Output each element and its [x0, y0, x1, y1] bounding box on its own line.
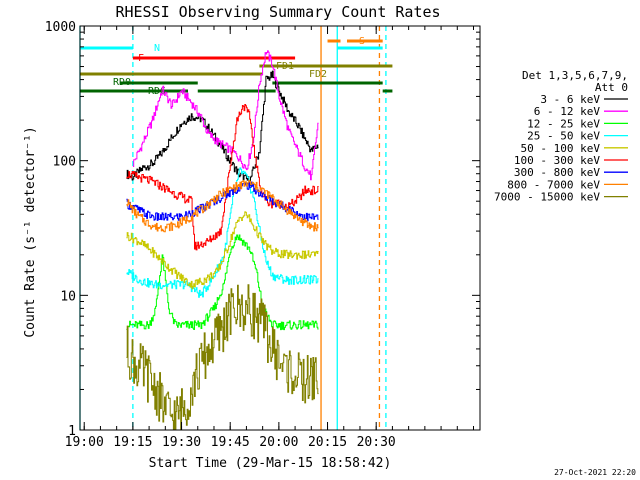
legend-entry-8: 800 - 7000 keV [507, 178, 600, 191]
x-tick-label-7: 20:30 [357, 435, 396, 450]
x-tick-label-5: 20:00 [259, 435, 298, 450]
flag-fd2-label: FD2 [309, 69, 327, 80]
axes: 19:00 19:15 19:30 19:45 20:00 20:15 20:30 1 10 10… [45, 20, 480, 450]
series-line-9 [126, 284, 319, 431]
y-tick-label-2: 10 [60, 289, 76, 304]
legend-header-line2: Att 0 [595, 81, 628, 94]
series-line-5 [126, 211, 319, 290]
legend-header-line1: Det 1,3,5,6,7,9, [522, 69, 628, 82]
y-tick-label-1: 1 [68, 424, 76, 439]
series-line-2 [132, 50, 319, 181]
y-tick-label-4: 1000 [45, 20, 76, 35]
x-tick-label-1: 19:00 [65, 435, 104, 450]
flag-rd0-label: RD0 [113, 77, 131, 88]
legend-entry-4: 25 - 50 keV [527, 130, 600, 143]
series-line-7 [126, 181, 319, 222]
x-tick-label-3: 19:30 [162, 435, 201, 450]
x-axis-label: Start Time (29-Mar-15 18:58:42) [149, 456, 392, 471]
x-tick-label-4: 19:45 [211, 435, 250, 450]
series-line-4 [126, 167, 319, 298]
plot-area: NSFFD1FD2RD0RD6 [79, 26, 393, 431]
legend-entry-7: 300 - 800 keV [514, 166, 600, 179]
series-line-3 [126, 234, 319, 331]
flag-n-label: N [154, 43, 160, 54]
x-tick-label-6: 20:15 [308, 435, 347, 450]
legend-entry-6: 100 - 300 keV [514, 154, 600, 167]
series-line-8 [126, 179, 319, 233]
legend-entry-3: 12 - 25 keV [527, 117, 600, 130]
flag-f-label: F [138, 53, 144, 64]
x-tick-label-2: 19:15 [113, 435, 152, 450]
flag-s-label: S [359, 36, 365, 47]
legend-entry-1: 3 - 6 keV [540, 93, 600, 106]
y-tick-label-3: 100 [53, 155, 76, 170]
flag-rd6-label: RD6 [148, 86, 166, 97]
legend-entry-2: 6 - 12 keV [534, 105, 601, 118]
y-axis-label: Count Rate (s⁻¹ detector⁻¹) [23, 126, 38, 337]
date-stamp: 27-Oct-2021 22:20 [554, 468, 636, 477]
plot-frame [79, 25, 481, 431]
legend-entry-5: 50 - 100 keV [521, 142, 601, 155]
legend-entry-9: 7000 - 15000 keV [494, 191, 600, 204]
chart-title: RHESSI Observing Summary Count Rates [115, 3, 440, 21]
